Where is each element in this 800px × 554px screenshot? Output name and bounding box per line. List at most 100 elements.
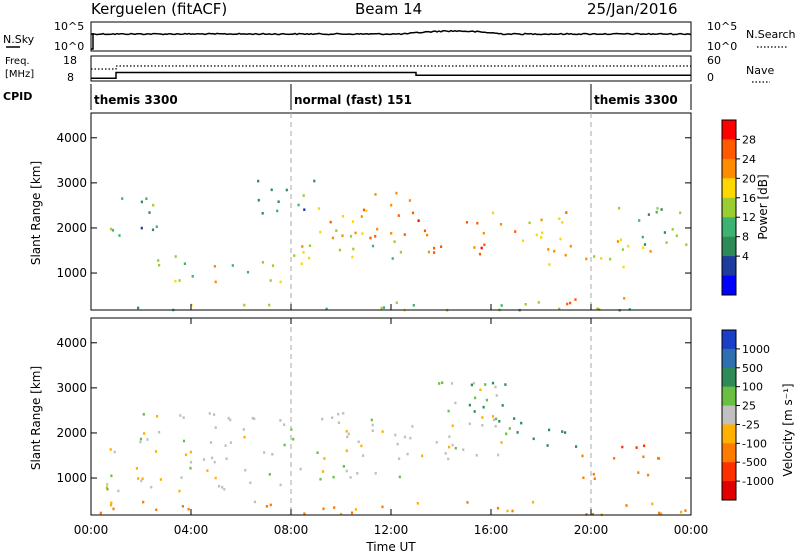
scatter-cell xyxy=(558,217,561,220)
noise-left-tick-bottom: 10^0 xyxy=(54,40,84,53)
power-colorbar: 28 24 20 16 12 8 4 xyxy=(721,119,756,296)
scatter-cell xyxy=(178,279,181,282)
scatter-cell xyxy=(651,502,654,506)
scatter-cell xyxy=(145,197,148,200)
scatter-cell xyxy=(561,430,564,433)
scatter-cell xyxy=(370,418,373,422)
scatter-cell xyxy=(303,208,306,211)
scatter-cell xyxy=(412,304,415,307)
scatter-cell xyxy=(498,420,501,423)
scatter-cell xyxy=(184,453,188,457)
scatter-cell xyxy=(360,444,363,448)
scatter-cell xyxy=(566,302,569,306)
scatter-cell xyxy=(142,500,145,504)
scatter-cell xyxy=(357,440,360,444)
scatter-cell xyxy=(151,228,155,232)
scatter-cell xyxy=(152,203,155,207)
colorbar-swatch xyxy=(722,217,736,238)
scatter-cell xyxy=(302,251,305,254)
scatter-cell xyxy=(137,306,140,310)
colorbar-swatch xyxy=(722,120,736,140)
scatter-cell xyxy=(354,231,357,235)
scatter-cell xyxy=(675,234,678,238)
scatter-cell xyxy=(619,238,622,242)
colorbar-tick-label: -500 xyxy=(742,456,767,469)
scatter-cell xyxy=(411,425,414,428)
scatter-cell xyxy=(491,381,495,385)
scatter-cell xyxy=(491,415,495,418)
colorbar-tick-label: 8 xyxy=(742,231,749,244)
scatter-cell xyxy=(110,501,113,505)
scatter-cell xyxy=(506,509,509,513)
scatter-cell xyxy=(331,416,334,419)
scatter-cell xyxy=(391,257,394,260)
ytick-label: 3000 xyxy=(56,381,87,395)
scatter-cell xyxy=(337,412,340,416)
scatter-cell xyxy=(141,477,144,480)
scatter-cell xyxy=(642,246,645,250)
scatter-cell xyxy=(156,415,159,418)
scatter-cell xyxy=(182,439,186,443)
scatter-cell xyxy=(109,503,113,507)
scatter-cell xyxy=(346,435,349,439)
scatter-cell xyxy=(206,469,209,472)
scatter-cell xyxy=(341,234,344,237)
scatter-cell xyxy=(395,301,398,305)
xtick-label: 00:00 xyxy=(674,523,709,537)
scatter-cell xyxy=(321,470,325,473)
scatter-cell xyxy=(393,240,396,243)
scatter-cell xyxy=(641,235,644,239)
scatter-cell xyxy=(323,457,326,460)
scatter-cell xyxy=(655,210,658,214)
xtick-label: 16:00 xyxy=(474,523,509,537)
colorbar-tick-label: 100 xyxy=(742,381,763,394)
scatter-cell xyxy=(649,250,652,253)
scatter-cell xyxy=(371,244,375,248)
cpid-segment-label: themis 3300 xyxy=(94,93,178,107)
scatter-cell xyxy=(466,501,469,504)
scatter-cell xyxy=(356,472,359,475)
station-title: Kerguelen (fitACF) xyxy=(91,0,227,18)
scatter-cell xyxy=(440,245,443,248)
scatter-cell xyxy=(409,436,412,440)
scatter-cell xyxy=(308,244,312,247)
scatter-cell xyxy=(541,231,544,235)
xtick-label: 12:00 xyxy=(374,523,409,537)
scatter-cell xyxy=(485,398,488,402)
scatter-cell xyxy=(362,208,366,212)
scatter-cell xyxy=(447,457,450,461)
scatter-cell xyxy=(140,479,143,483)
scatter-cell xyxy=(474,396,477,400)
scatter-cell xyxy=(329,220,332,224)
colorbar-swatch xyxy=(722,443,736,463)
scatter-cell xyxy=(421,454,424,458)
scatter-cell xyxy=(397,214,400,217)
scatter-cell xyxy=(319,477,322,481)
scatter-cell xyxy=(279,280,282,284)
scatter-cell xyxy=(331,236,334,240)
colorbar-swatch xyxy=(722,424,736,444)
nsky-label: N.Sky xyxy=(3,33,35,46)
scatter-cell xyxy=(623,297,626,300)
scatter-cell xyxy=(476,221,479,225)
scatter-cell xyxy=(454,446,457,450)
scatter-cell xyxy=(484,383,487,386)
scatter-cell xyxy=(494,424,497,428)
scatter-cell xyxy=(308,256,311,260)
scatter-cell xyxy=(183,262,186,265)
scatter-cell xyxy=(565,211,568,214)
scatter-cell xyxy=(174,255,177,258)
scatter-cell xyxy=(221,486,224,489)
scatter-cell xyxy=(112,507,115,511)
scatter-cell xyxy=(497,453,500,457)
scatter-cell xyxy=(283,443,286,447)
scatter-cell xyxy=(613,457,616,460)
scatter-cell xyxy=(208,412,211,415)
velocity-ylabel: Slant Range [km] xyxy=(29,366,43,470)
scatter-cell xyxy=(347,432,350,436)
scatter-cell xyxy=(504,383,507,386)
scatter-cell xyxy=(381,505,384,509)
colorbar-swatch xyxy=(722,386,736,407)
scatter-cell xyxy=(229,418,232,422)
colorbar-tick-label: -1000 xyxy=(742,475,774,488)
